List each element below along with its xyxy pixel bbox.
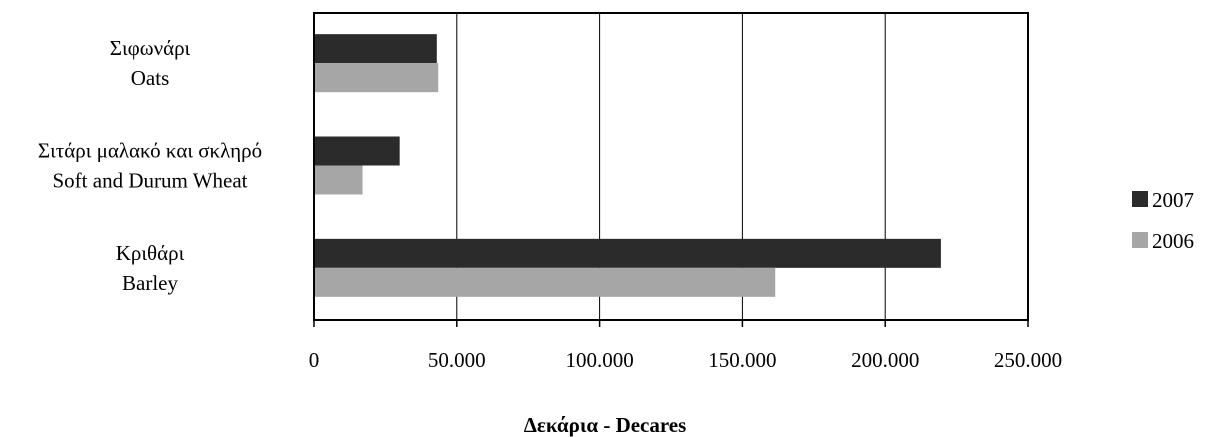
x-tick-label: 250.000 [994, 348, 1062, 372]
category-label: Soft and Durum Wheat [53, 169, 248, 193]
x-tick-label: 200.000 [851, 348, 919, 372]
bar-2006 [314, 268, 775, 297]
category-label: Barley [122, 271, 178, 295]
category-label: Κριθάρι [116, 241, 185, 265]
category-labels: Σιφωνάρι Oats Σιτάρι μαλακό και σκληρό Soft… [38, 36, 262, 295]
x-tick-label: 150.000 [708, 348, 776, 372]
x-tick-label: 50.000 [428, 348, 486, 372]
x-tick-label: 0 [309, 348, 320, 372]
bar-2007 [314, 239, 941, 268]
x-tick-label: 100.000 [565, 348, 633, 372]
legend-label: 2007 [1152, 188, 1194, 212]
legend-swatch-2007 [1132, 191, 1148, 207]
x-axis-title: Δεκάρια - Decares [524, 413, 687, 437]
x-axis-ticks: 0 50.000 100.000 150.000 200.000 250.000 [309, 320, 1062, 372]
legend-label: 2006 [1152, 229, 1194, 253]
bar-2007 [314, 137, 400, 166]
category-label: Σιφωνάρι [110, 36, 191, 60]
bar-2007 [314, 34, 437, 63]
bar-2006 [314, 63, 438, 92]
bars [314, 34, 941, 297]
bar-2006 [314, 166, 363, 195]
legend: 2007 2006 [1132, 188, 1194, 253]
category-label: Σιτάρι μαλακό και σκληρό [38, 139, 262, 163]
category-label: Oats [131, 66, 170, 90]
legend-swatch-2006 [1132, 232, 1148, 248]
